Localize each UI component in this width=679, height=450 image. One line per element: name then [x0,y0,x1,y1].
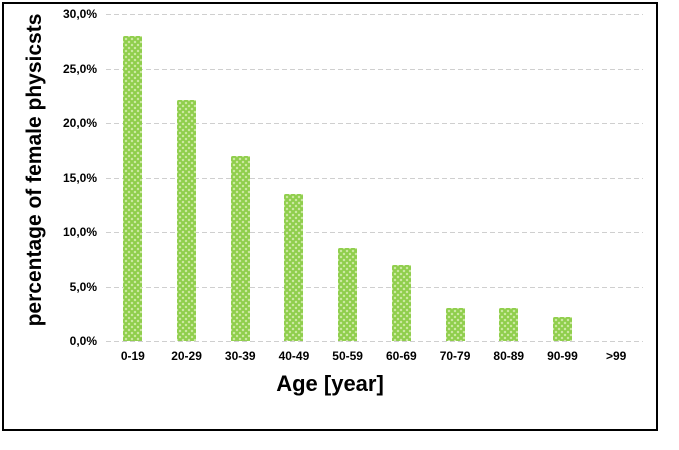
x-tick-label: 40-49 [278,349,310,363]
bar-0-19 [123,35,143,341]
x-tick-label: 70-79 [439,349,471,363]
bar-40-49 [284,193,304,341]
x-tick-label: >99 [605,349,627,363]
gridline [106,231,643,233]
gridline [106,68,643,70]
gridline [106,286,643,288]
x-tick-label: 50-59 [332,349,363,363]
gridline [106,122,643,124]
x-tick-label: 0-19 [120,349,145,363]
bar-70-79 [445,308,465,341]
x-tick-label: 20-29 [171,349,202,363]
x-tick-label: 80-89 [493,349,525,363]
gridline [106,340,643,342]
x-tick-label: 60-69 [385,349,417,363]
plot-area [106,13,643,342]
bar-80-89 [499,308,519,341]
bar-90-99 [552,317,572,341]
chart-frame: percentage of female physicsts 0,0% 5,0% 1… [2,2,658,431]
bar-30-39 [230,155,250,341]
x-tick-label: 30-39 [224,349,256,363]
gridline [106,177,643,179]
x-tick-label: 90-99 [547,349,578,363]
x-axis-title: Age [year] [276,371,384,396]
bar-20-29 [177,100,197,341]
y-axis-title: percentage of female physicsts [23,13,46,327]
bar-60-69 [391,264,411,341]
y-tick-label: 0,0% [69,334,97,348]
gridline [106,13,643,15]
bar-50-59 [338,248,358,341]
